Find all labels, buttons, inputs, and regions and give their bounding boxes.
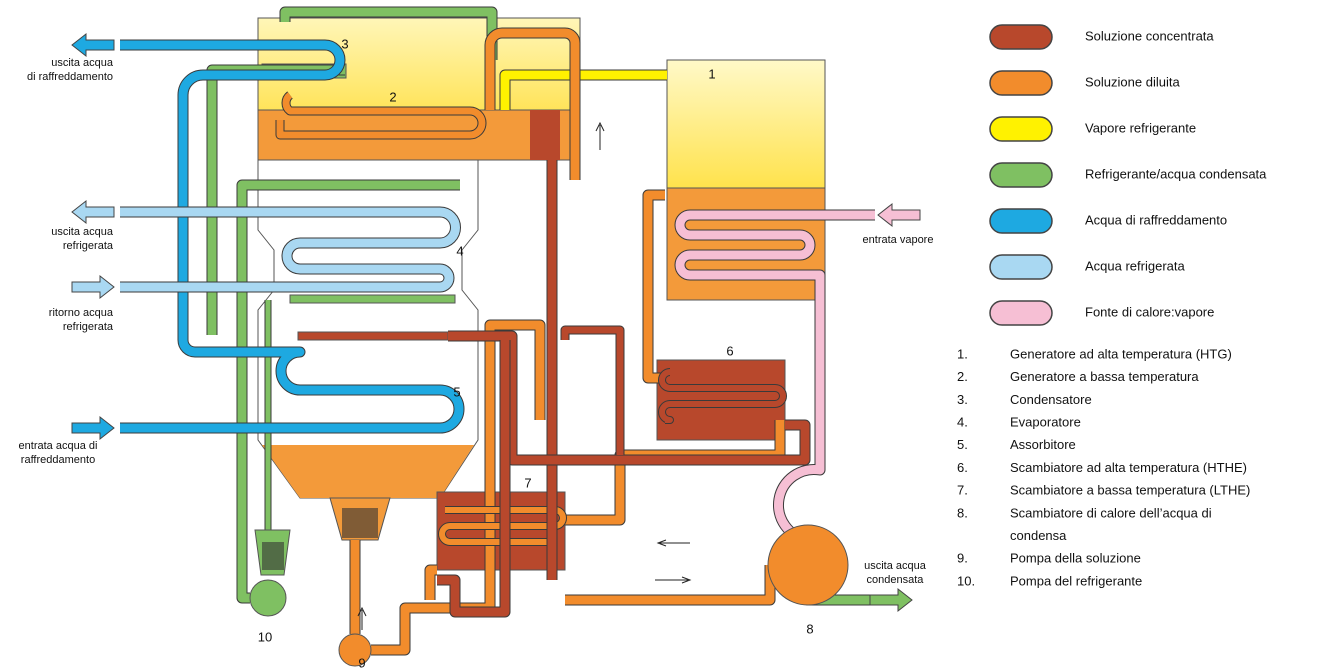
flow-label: raffreddamento: [21, 454, 95, 466]
flow-label: entrata acqua di: [19, 440, 98, 452]
legend-label: Soluzione diluita: [1085, 74, 1180, 89]
component-number: 3: [341, 36, 348, 51]
flow-label: entrata vapore: [863, 234, 934, 246]
list-text: Generatore a bassa temperatura: [1010, 369, 1199, 384]
flow-label: uscita acqua: [51, 226, 114, 238]
legend-label: Acqua di raffreddamento: [1085, 212, 1227, 227]
legend-swatch: [989, 208, 1053, 234]
pipe: [659, 369, 786, 423]
list-number: 8.: [957, 505, 968, 520]
pipe: [675, 210, 875, 560]
list-text: Pompa della soluzione: [1010, 551, 1141, 566]
list-text: Condensatore: [1010, 392, 1092, 407]
list-number: 3.: [957, 392, 968, 407]
filter: [342, 508, 378, 538]
pipe: [120, 40, 464, 433]
list-number: 2.: [957, 369, 968, 384]
filter: [262, 542, 284, 570]
evaporator-tray: [289, 294, 456, 304]
absorber-spray: [297, 331, 449, 341]
list-text: Assorbitore: [1010, 437, 1076, 452]
flow-label: di raffreddamento: [27, 71, 113, 83]
legend-label: Acqua refrigerata: [1085, 258, 1185, 273]
solution-pump: [338, 633, 372, 667]
flow-arrow: [71, 199, 115, 225]
component-number: 6: [726, 343, 733, 358]
legend-swatch: [989, 70, 1053, 96]
pipe: [561, 326, 624, 455]
flow-label: refrigerata: [63, 321, 114, 333]
component-number: 7: [524, 475, 531, 490]
component-number: 10: [258, 629, 272, 644]
condensate-exchanger: [767, 524, 849, 606]
pipe-outline: [560, 325, 625, 455]
flow-label: uscita acqua: [864, 560, 927, 572]
legend-label: Soluzione concentrata: [1085, 28, 1214, 43]
pipe-outline: [565, 565, 776, 606]
list-number: 9.: [957, 551, 968, 566]
component-number: 5: [453, 384, 460, 399]
pipe: [237, 180, 460, 603]
legend-swatch: [989, 116, 1053, 142]
refrigerant-pump: [249, 579, 287, 617]
direction-arrow: [655, 576, 692, 584]
pipe: [448, 331, 810, 465]
list-text: Scambiatore di calore dell’acqua di: [1010, 505, 1212, 520]
legend-swatch: [989, 162, 1053, 188]
component-number: 4: [456, 243, 463, 258]
list-number: 5.: [957, 437, 968, 452]
component-number: 9: [358, 655, 365, 670]
direction-arrow: [656, 539, 690, 547]
legend-swatch: [989, 300, 1053, 326]
legend-swatch: [989, 254, 1053, 280]
legend-label: Vapore refrigerante: [1085, 120, 1196, 135]
pipe: [120, 207, 460, 292]
flow-arrow: [877, 202, 921, 228]
list-text: Scambiatore ad alta temperatura (HTHE): [1010, 460, 1247, 475]
pipe: [276, 92, 486, 139]
list-text: Evaporatore: [1010, 415, 1081, 430]
component-number: 2: [389, 89, 396, 104]
pipe: [437, 340, 510, 617]
flow-label: condensata: [867, 574, 925, 586]
direction-arrow: [357, 606, 367, 617]
component-number: 8: [806, 621, 813, 636]
htg-solution: [666, 187, 826, 301]
direction-arrow: [595, 121, 605, 132]
component-number: 1: [708, 66, 715, 81]
list-text: Scambiatore a bassa temperatura (LTHE): [1010, 483, 1250, 498]
list-number: 4.: [957, 415, 968, 430]
list-number: 10.: [957, 573, 975, 588]
flow-arrow: [71, 274, 115, 300]
flow-arrow: [71, 415, 115, 441]
pipe: [500, 70, 667, 110]
flow-label: uscita acqua: [51, 57, 114, 69]
list-number: 6.: [957, 460, 968, 475]
htg-vapor: [666, 59, 826, 191]
flow-label: refrigerata: [63, 240, 114, 252]
flow-label: ritorno acqua: [49, 307, 114, 319]
pipe: [425, 565, 437, 600]
flow-arrow: [71, 32, 115, 58]
pipe: [485, 28, 580, 180]
flow-arrow: [869, 587, 913, 613]
list-number: 7.: [957, 483, 968, 498]
list-text: condensa: [1010, 528, 1067, 543]
legend-label: Fonte di calore:vapore: [1085, 304, 1214, 319]
legend-label: Refrigerante/acqua condensata: [1085, 166, 1267, 181]
legend-swatch: [989, 24, 1053, 50]
ltg-weir: [530, 110, 560, 160]
list-text: Generatore ad alta temperatura (HTG): [1010, 346, 1232, 361]
absorber-solution: [262, 445, 474, 498]
list-text: Pompa del refrigerante: [1010, 573, 1142, 588]
pipe: [643, 190, 665, 383]
list-number: 1.: [957, 346, 968, 361]
